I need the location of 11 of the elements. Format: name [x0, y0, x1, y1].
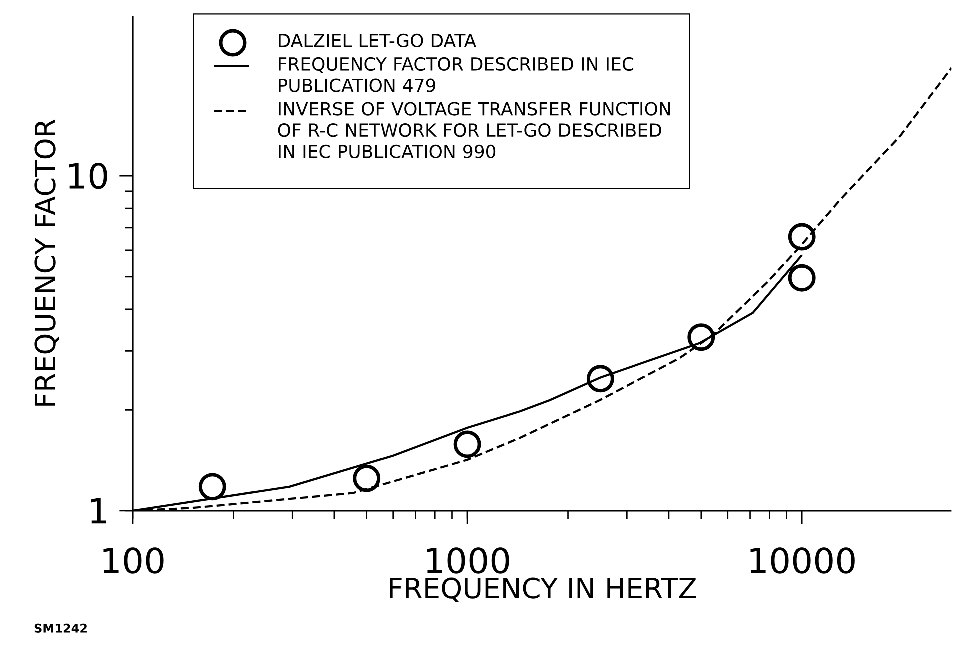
y-tick-label: 10	[69, 162, 108, 190]
x-tick-label: 10000	[750, 548, 855, 574]
legend-label: FREQUENCY FACTOR DESCRIBED IN IEC PUBLICATION 479	[279, 57, 634, 92]
legend-label: DALZIEL LET-GO DATA	[279, 34, 476, 48]
x-axis-title: FREQUENCY IN HERTZ	[390, 578, 696, 602]
legend-label: INVERSE OF VOLTAGE TRANSFER FUNCTION OF R-C NETWORK FOR LET-GO DESCRIBED IN IEC PUBLICATION 990	[278, 102, 670, 158]
y-axis-title: FREQUENCY FACTOR	[34, 120, 60, 406]
text: SM1242	[34, 624, 87, 633]
x-tick-label: 100	[104, 548, 164, 574]
y-tick-label: 1	[91, 498, 106, 524]
x-tick-label: 1000	[427, 548, 510, 574]
